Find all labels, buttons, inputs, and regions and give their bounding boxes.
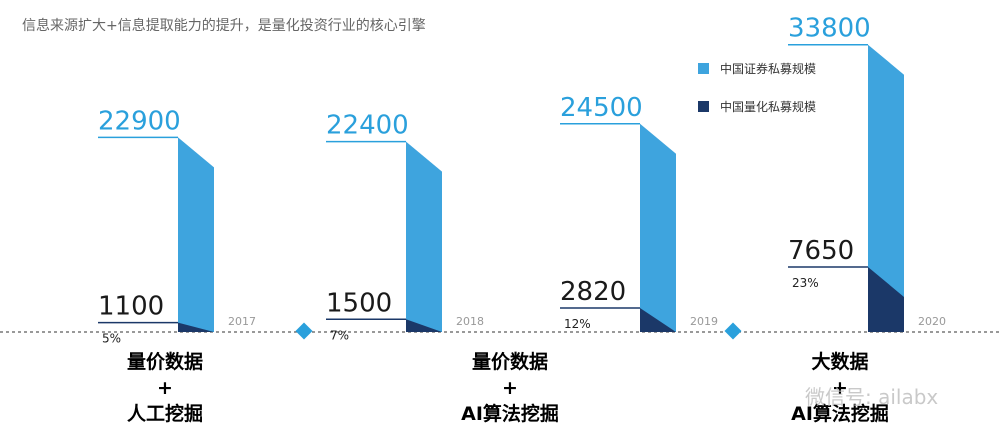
diamond [295,322,313,340]
value-label: 22900 [98,106,181,136]
watermark: 微信号: ailabx [805,385,938,409]
year-label: 2020 [918,315,946,328]
bar [868,266,904,332]
legend-label: 中国量化私募规模 [720,99,816,114]
value-label: 33800 [788,14,871,44]
share-label: 5% [102,332,121,346]
year-label: 2019 [690,315,718,328]
bar [178,322,214,332]
stage-label: AI算法挖掘 [461,402,559,425]
chart-title: 信息来源扩大+信息提取能力的提升，是量化投资行业的核心引擎 [22,17,426,34]
year-label: 2018 [456,315,484,328]
bar [178,137,214,332]
legend-swatch [698,101,709,112]
stage-label: 量价数据 [127,350,203,373]
stage-label: 人工挖掘 [127,402,203,425]
stage-label: 量价数据 [472,350,548,373]
share-label: 7% [330,328,349,342]
bar [406,319,442,332]
value-label: 22400 [326,111,409,141]
legend-swatch [698,63,709,74]
stage-label: 大数据 [811,350,868,373]
bar [406,141,442,332]
value-label: 7650 [788,236,854,266]
stage-label: + [832,377,848,399]
bar [640,308,676,332]
value-label: 24500 [560,93,643,123]
bar [868,44,904,332]
share-label: 23% [792,276,819,290]
bar [640,123,676,332]
legend-label: 中国证券私募规模 [720,61,816,76]
stage-label: + [502,377,518,399]
stage-label: + [157,377,173,399]
diamond [724,322,742,340]
year-label: 2017 [228,315,256,328]
share-label: 12% [564,317,591,331]
value-label: 1100 [98,292,164,322]
value-label: 2820 [560,277,626,307]
value-label: 1500 [326,288,392,318]
stage-label: AI算法挖掘 [791,402,889,425]
